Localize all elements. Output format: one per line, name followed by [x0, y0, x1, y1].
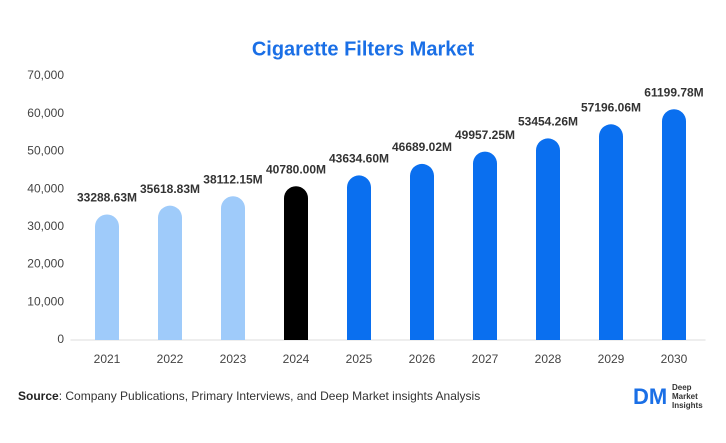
x-tick-label: 2028 [535, 352, 562, 366]
x-tick-label: 2023 [220, 352, 247, 366]
data-label: 40780.00M [266, 162, 326, 176]
y-tick-label: 0 [57, 332, 64, 346]
data-label: 57196.06M [581, 100, 641, 114]
x-tick-label: 2029 [598, 352, 625, 366]
y-tick-label: 10,000 [27, 294, 64, 308]
logo-line: Insights [672, 401, 703, 410]
data-label: 43634.60M [329, 152, 389, 166]
y-tick-label: 70,000 [27, 68, 64, 82]
source-label: Source [18, 389, 59, 403]
data-label: 46689.02M [392, 140, 452, 154]
y-tick-label: 40,000 [27, 181, 64, 195]
data-label: 33288.63M [77, 191, 137, 205]
bar [662, 109, 686, 340]
bar [599, 124, 623, 340]
data-label: 61199.78M [644, 85, 703, 99]
y-tick-label: 50,000 [27, 144, 64, 158]
x-tick-label: 2024 [283, 352, 310, 366]
x-tick-label: 2021 [94, 352, 121, 366]
source-note: Source: Company Publications, Primary In… [18, 389, 480, 403]
data-label: 35618.83M [140, 182, 200, 196]
y-tick-label: 30,000 [27, 219, 64, 233]
x-tick-label: 2027 [472, 352, 499, 366]
data-label: 53454.26M [518, 115, 578, 129]
bar [158, 205, 182, 340]
chart-title: Cigarette Filters Market [252, 38, 475, 60]
bar [221, 196, 245, 340]
x-tick-label: 2022 [157, 352, 184, 366]
y-tick-label: 60,000 [27, 106, 64, 120]
logo-line: Deep [672, 383, 692, 392]
bar [284, 186, 308, 340]
bar [473, 151, 497, 340]
source-text: : Company Publications, Primary Intervie… [59, 389, 481, 403]
x-tick-label: 2025 [346, 352, 373, 366]
data-label: 49957.25M [455, 128, 515, 142]
x-tick-label: 2030 [661, 352, 688, 366]
x-tick-label: 2026 [409, 352, 436, 366]
logo-mark: DM [633, 384, 667, 409]
bar [347, 175, 371, 340]
bar [410, 163, 434, 340]
bar [95, 214, 119, 340]
y-tick-label: 20,000 [27, 257, 64, 271]
logo-line: Market [672, 392, 698, 401]
bar [536, 138, 560, 340]
data-label: 38112.15M [203, 172, 262, 186]
